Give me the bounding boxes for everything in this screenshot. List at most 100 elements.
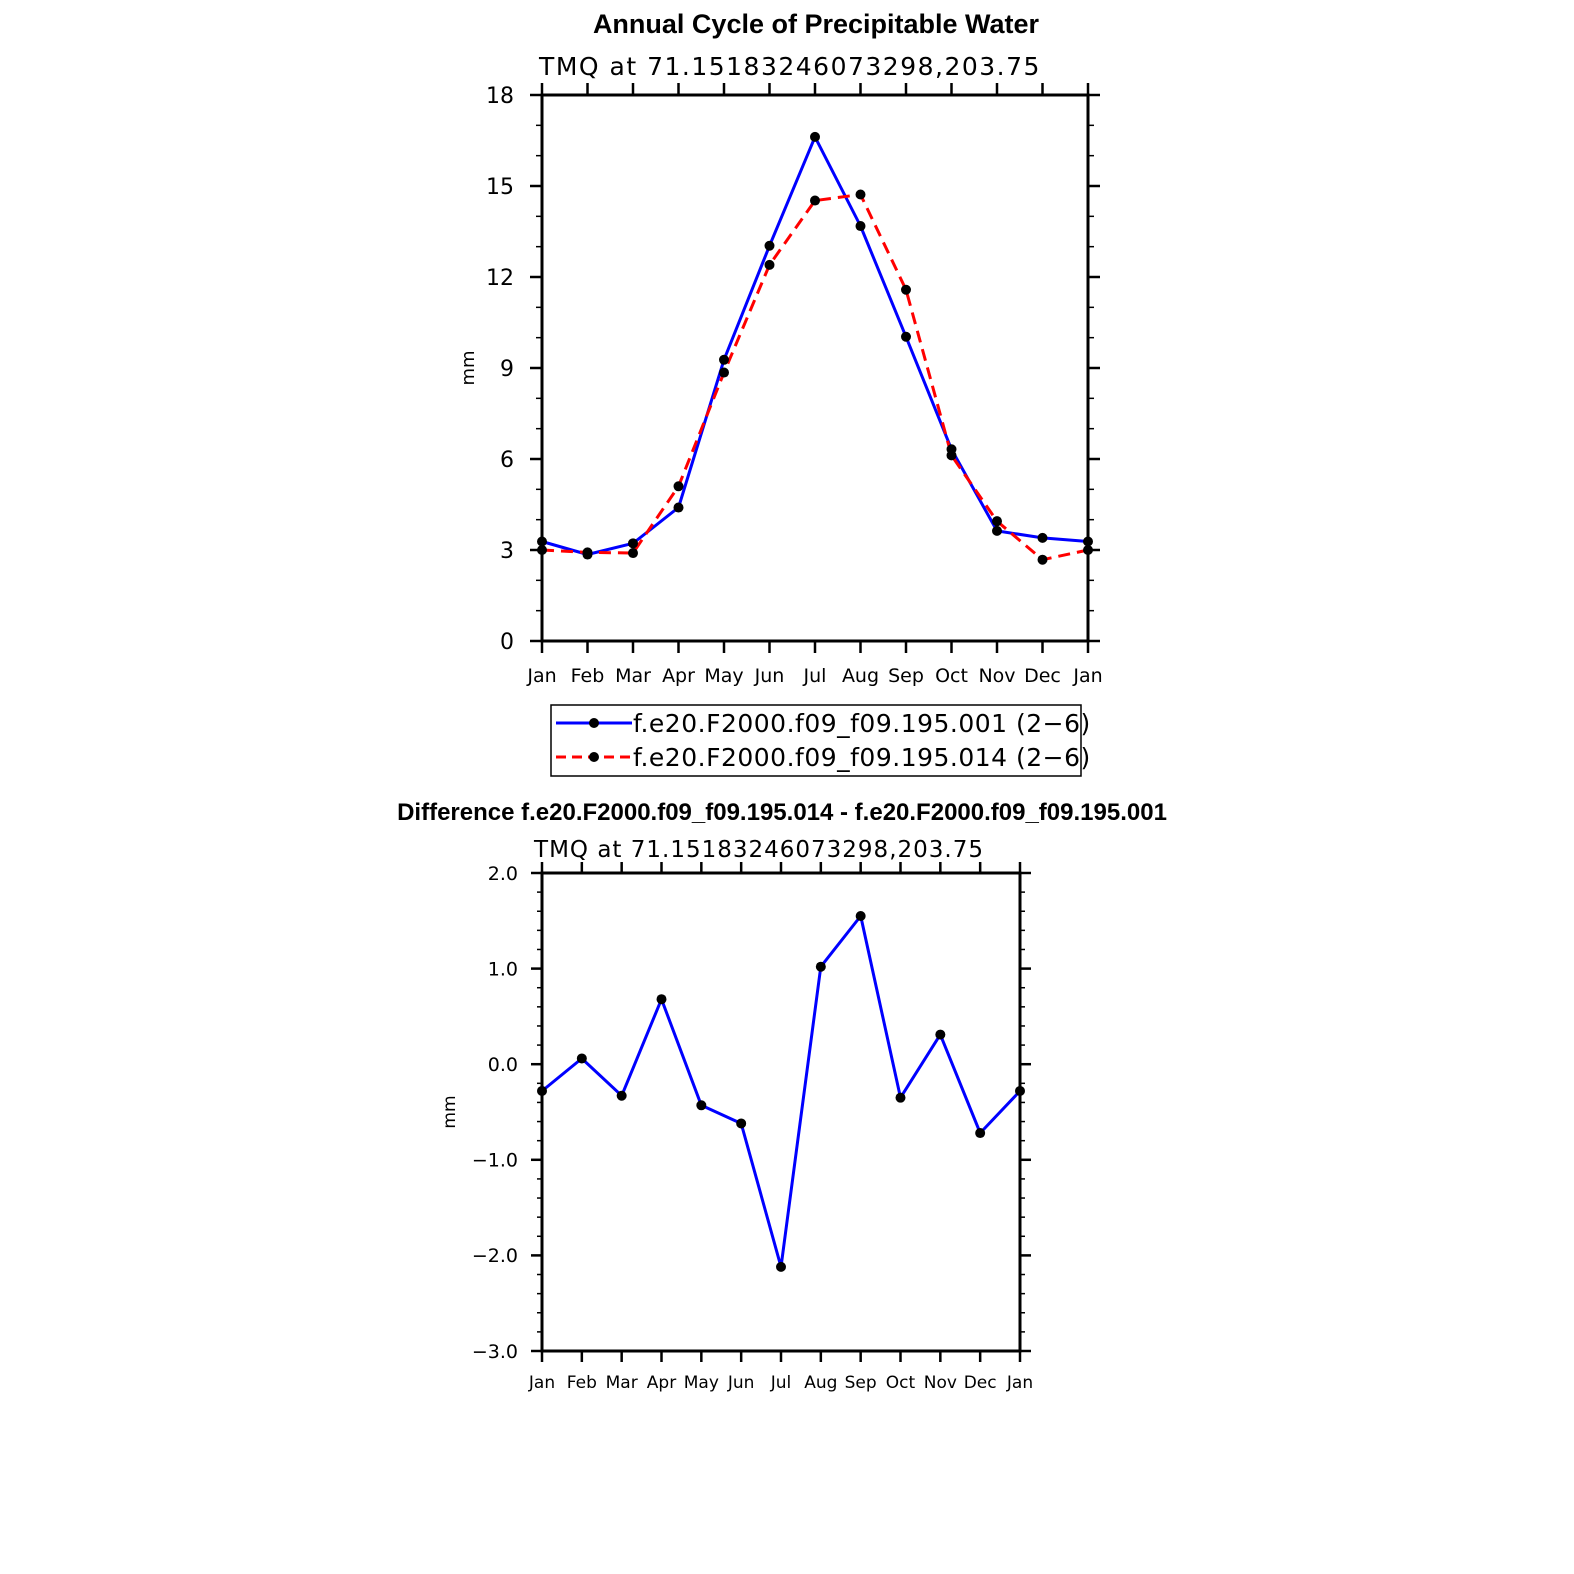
x-tick-label: Mar xyxy=(615,665,651,687)
data-point xyxy=(719,354,729,365)
x-tick-label: Oct xyxy=(886,1373,916,1393)
data-point xyxy=(810,131,820,142)
data-point xyxy=(537,536,547,547)
x-tick-label: Nov xyxy=(978,665,1015,687)
x-tick-label: Jun xyxy=(727,1373,755,1393)
data-point xyxy=(1037,532,1048,543)
data-point xyxy=(810,195,820,206)
x-tick-label: Apr xyxy=(647,1373,676,1393)
plot-frame xyxy=(540,93,1090,643)
data-point xyxy=(992,516,1002,527)
data-point xyxy=(656,994,667,1005)
annual-cycle-chart: Annual Cycle of Precipitable Water TMQ a… xyxy=(458,9,1103,777)
legend-label: f.e20.F2000.f09_f09.195.001 (2−6) xyxy=(633,709,1091,738)
plot-frame xyxy=(540,871,1022,1353)
data-point xyxy=(537,1085,547,1096)
x-tick-label: Jan xyxy=(526,665,556,687)
data-point xyxy=(855,189,866,200)
legend: f.e20.F2000.f09_f09.195.001 (2−6) f.e20.… xyxy=(550,704,1091,777)
data-point xyxy=(992,525,1002,536)
data-point xyxy=(855,221,866,232)
x-tick-label: Feb xyxy=(571,665,605,687)
chart-subtitle: TMQ at 71.15183246073298,203.75 xyxy=(533,837,984,863)
y-tick-label: 1.0 xyxy=(488,958,518,980)
x-tick-label: Jan xyxy=(1006,1373,1033,1393)
y-tick-label: 9 xyxy=(500,357,514,382)
data-point xyxy=(537,545,547,555)
data-point xyxy=(935,1029,946,1040)
chart-title: Difference f.e20.F2000.f09_f09.195.014 -… xyxy=(397,799,1167,826)
data-point xyxy=(582,547,593,558)
x-tick-label: Jul xyxy=(770,1373,792,1393)
x-tick-label: Sep xyxy=(845,1373,877,1393)
x-tick-label: May xyxy=(704,665,743,687)
data-point xyxy=(1037,554,1048,565)
x-tick-label: Oct xyxy=(935,665,968,687)
data-point xyxy=(616,1090,627,1101)
legend-item-series-1: f.e20.F2000.f09_f09.195.001 (2−6) xyxy=(556,709,1091,738)
data-point xyxy=(946,450,957,461)
axis-ticks xyxy=(531,862,1031,1362)
y-tick-label: 15 xyxy=(486,175,514,200)
data-point xyxy=(628,538,638,549)
x-tick-label: Jul xyxy=(803,665,827,687)
y-tick-labels: 0 3 6 9 12 15 18 xyxy=(486,84,514,655)
x-tick-labels: Jan Feb Mar Apr May Jun Jul Aug Sep Oct Nov Dec Jan xyxy=(528,1373,1033,1393)
x-tick-label: Sep xyxy=(888,665,924,687)
data-series xyxy=(537,911,1025,1272)
data-point xyxy=(673,502,684,513)
data-point xyxy=(576,1053,587,1064)
x-tick-label: Dec xyxy=(964,1373,997,1393)
x-tick-label: Dec xyxy=(1024,665,1061,687)
data-point xyxy=(815,961,826,972)
legend-label: f.e20.F2000.f09_f09.195.014 (2−6) xyxy=(633,743,1091,772)
data-point xyxy=(736,1118,747,1129)
x-tick-label: Feb xyxy=(567,1373,597,1393)
y-tick-label: 18 xyxy=(486,84,514,109)
y-tick-labels: −3.0 −2.0 −1.0 0.0 1.0 2.0 xyxy=(472,863,518,1363)
difference-chart: Difference f.e20.F2000.f09_f09.195.014 -… xyxy=(397,799,1167,1393)
data-point xyxy=(673,481,684,492)
chart-title: Annual Cycle of Precipitable Water xyxy=(593,9,1040,39)
y-tick-label: 0 xyxy=(500,630,514,655)
x-tick-label: Nov xyxy=(924,1373,957,1393)
data-point xyxy=(1083,536,1093,547)
x-tick-label: Aug xyxy=(804,1373,837,1393)
y-tick-label: 3 xyxy=(500,539,514,564)
y-axis-label: mm xyxy=(440,1095,460,1128)
data-point xyxy=(764,240,775,251)
legend-item-series-2: f.e20.F2000.f09_f09.195.014 (2−6) xyxy=(556,743,1091,772)
data-series xyxy=(537,131,1093,565)
y-axis-label: mm xyxy=(458,350,479,385)
x-tick-label: Jan xyxy=(1072,665,1102,687)
data-point xyxy=(901,284,911,295)
data-point xyxy=(696,1100,707,1111)
data-point xyxy=(1015,1085,1025,1096)
legend-marker xyxy=(589,718,599,728)
x-tick-label: Aug xyxy=(842,665,879,687)
x-tick-label: Jun xyxy=(754,665,785,687)
y-tick-label: 6 xyxy=(500,448,514,473)
x-tick-label: May xyxy=(684,1373,719,1393)
x-tick-label: Apr xyxy=(662,665,695,687)
x-tick-label: Jan xyxy=(528,1373,555,1393)
data-point xyxy=(855,911,866,922)
x-tick-label: Mar xyxy=(606,1373,638,1393)
y-tick-label: −3.0 xyxy=(472,1341,518,1363)
legend-marker xyxy=(589,752,599,762)
series-line-2 xyxy=(541,193,1089,562)
y-tick-label: −1.0 xyxy=(472,1150,518,1172)
y-tick-label: 12 xyxy=(486,266,514,291)
data-point xyxy=(628,548,638,559)
data-point xyxy=(1083,545,1093,555)
series-line-1 xyxy=(541,914,1022,1269)
chart-subtitle: TMQ at 71.15183246073298,203.75 xyxy=(538,52,1041,81)
data-point xyxy=(776,1261,786,1272)
y-tick-label: −2.0 xyxy=(472,1245,518,1267)
y-tick-label: 2.0 xyxy=(488,863,518,885)
data-point xyxy=(975,1128,986,1139)
data-point xyxy=(719,367,729,378)
data-point xyxy=(764,259,775,270)
data-point xyxy=(901,331,911,342)
